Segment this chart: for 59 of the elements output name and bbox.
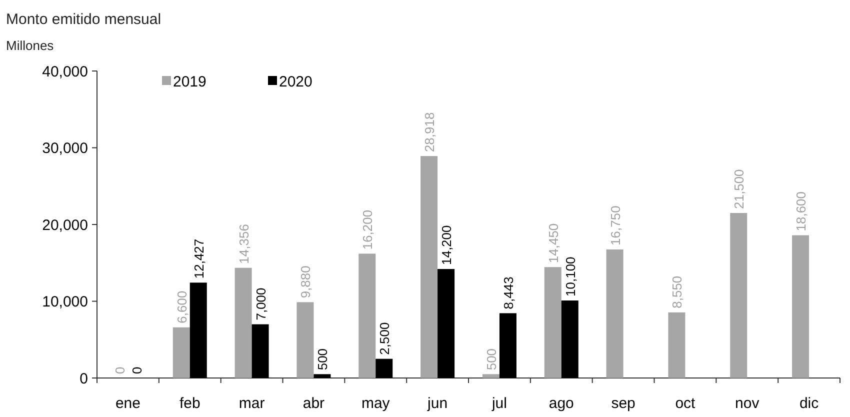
bar [420,156,438,378]
bar [172,327,190,378]
x-tick-label: may [361,395,390,412]
y-tick-label: 10,000 [42,294,88,310]
data-label: 7,000 [253,288,268,320]
data-label: 6,600 [174,290,190,324]
y-axis-title: Millones [6,38,54,53]
y-tick-label: 40,000 [42,63,88,80]
bar [544,267,562,378]
data-label: 8,550 [670,276,685,308]
data-label: 18,600 [794,191,809,232]
bar [606,249,624,378]
x-tick-label: mar [238,395,265,412]
data-label: 500 [315,348,330,370]
x-tick-label: ene [115,395,140,412]
bar [561,300,578,378]
x-tick-label: jul [490,395,507,412]
y-tick-label: 0 [80,370,88,388]
data-label: 14,200 [439,225,454,266]
data-label: 8,443 [500,276,516,310]
bar [296,302,314,378]
chart-title: Monto emitido mensual [6,11,162,28]
legend-label: 2019 [173,73,206,90]
x-tick-label: feb [179,395,200,412]
bar [234,268,252,378]
y-tick-label: 30,000 [42,140,88,157]
x-tick-label: abr [302,395,325,412]
data-label: 14,356 [236,224,252,264]
data-label: 0 [129,366,144,374]
bar [499,313,516,378]
x-tick-label: ago [548,395,574,412]
bar [668,312,686,378]
bar [482,374,500,378]
x-tick-label: nov [735,395,760,412]
x-tick-label: oct [675,395,696,412]
data-label: 10,100 [562,256,578,296]
data-label: 2,500 [377,322,392,355]
bar [190,282,207,378]
x-tick-label: jun [426,395,448,412]
bar [358,254,376,378]
data-label: 14,450 [546,223,561,264]
x-tick-label: sep [611,395,636,412]
bar [376,358,393,378]
data-label: 21,500 [732,169,747,209]
bar [438,269,455,378]
data-label: 28,918 [422,112,438,152]
data-label: 16,200 [360,210,376,250]
x-tick-label: dic [799,395,820,412]
data-label: 9,880 [298,266,314,298]
bar [314,374,331,378]
y-tick-label: 20,000 [42,216,88,234]
bar [252,324,269,378]
bar [792,235,810,378]
data-label: 500 [484,348,499,370]
data-label: 16,750 [608,206,623,246]
legend-label: 2020 [279,73,312,90]
data-label: 0 [112,366,128,374]
bar [730,212,748,378]
data-label: 12,427 [191,238,206,279]
